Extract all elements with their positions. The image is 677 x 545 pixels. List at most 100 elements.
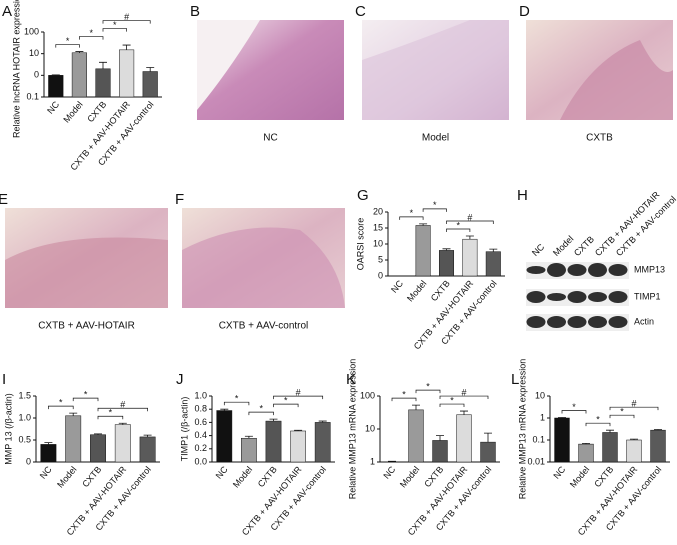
bar: [626, 439, 642, 463]
panel-letter: B: [190, 3, 200, 20]
significance-label: *: [284, 395, 288, 405]
y-tick-label: 1: [370, 456, 375, 466]
x-tick-label: CXTB: [256, 464, 279, 489]
bar: [40, 444, 57, 463]
blot-band: [608, 291, 628, 303]
error-bar: [294, 429, 303, 431]
significance-label: #: [124, 12, 129, 22]
significance-label: *: [572, 402, 576, 412]
lane-label: Model: [551, 234, 575, 258]
lane-label: CXTB: [572, 234, 596, 258]
x-tick-label: NC: [381, 464, 397, 481]
significance-bracket: [446, 228, 471, 232]
significance-label: *: [596, 415, 600, 425]
bar: [578, 443, 594, 463]
lane-label: NC: [530, 241, 547, 258]
blot-band: [588, 292, 607, 302]
bar: [314, 422, 331, 463]
significance-bracket: [79, 36, 104, 40]
bar: [438, 250, 455, 277]
significance-label: #: [467, 212, 472, 222]
significance-bracket: [415, 389, 441, 394]
band-label: TIMP1: [634, 291, 661, 301]
error-bar: [654, 429, 662, 431]
bar: [290, 430, 306, 463]
blot-band: [567, 264, 587, 276]
image-caption: CXTB: [586, 133, 613, 144]
bar: [119, 49, 135, 98]
y-tick-label: 0.5: [18, 434, 31, 444]
error-bar: [220, 408, 229, 411]
blot-band: [608, 316, 628, 328]
x-tick-label: Model: [55, 464, 78, 489]
y-tick-label: 100: [24, 26, 39, 36]
error-bar: [118, 422, 127, 425]
image-detail: [197, 20, 260, 110]
error-bar: [69, 412, 78, 416]
significance-bracket: [439, 403, 465, 408]
significance-label: #: [120, 400, 125, 410]
error-bar: [94, 433, 102, 435]
significance-label: *: [620, 407, 624, 417]
x-tick-label: Model: [61, 99, 84, 124]
y-tick-label: 100: [360, 390, 375, 400]
blot-band: [547, 316, 566, 328]
significance-bracket: [248, 411, 274, 416]
panel-letter: I: [2, 371, 6, 388]
bar: [485, 251, 501, 277]
x-tick-label: Model: [568, 464, 591, 489]
y-tick-label: 0.01: [527, 456, 545, 466]
x-tick-label: NC: [45, 99, 61, 116]
blot-band: [526, 291, 546, 303]
y-tick-label: 10: [29, 48, 39, 58]
blot-band: [547, 263, 566, 277]
bar: [462, 238, 478, 277]
panel-letter: C: [355, 3, 366, 20]
significance-bracket: [97, 415, 124, 420]
significance-bracket: [609, 406, 659, 411]
error-bar: [122, 44, 131, 50]
panel-letter: G: [357, 187, 369, 204]
panel-letter: E: [0, 191, 8, 208]
y-tick-label: 0: [26, 456, 31, 466]
image-detail: [560, 40, 673, 120]
y-axis-label: TIMP1 (/β-actin): [179, 397, 189, 462]
blot-band: [588, 263, 607, 277]
x-tick-label: NC: [214, 464, 230, 481]
image-detail: [362, 20, 509, 120]
significance-label: *: [402, 389, 406, 399]
error-bar: [460, 410, 468, 415]
y-tick-label: 20: [373, 206, 383, 216]
panel-letter: L: [511, 371, 519, 388]
y-tick-label: 1.0: [194, 390, 207, 400]
x-tick-label: CXTB: [429, 278, 452, 303]
significance-bracket: [102, 20, 151, 24]
significance-bracket: [399, 216, 424, 220]
y-axis-label: OARSI score: [355, 218, 365, 271]
significance-bracket: [273, 395, 324, 400]
error-bar: [244, 435, 253, 439]
bar: [71, 52, 87, 98]
significance-label: *: [450, 395, 454, 405]
bar: [415, 225, 431, 277]
error-bar: [465, 235, 474, 240]
bar: [65, 415, 82, 463]
bar: [216, 410, 233, 463]
error-bar: [75, 51, 84, 53]
significance-bracket: [561, 410, 587, 414]
bar: [480, 441, 496, 463]
y-tick-label: 0.0: [194, 456, 207, 466]
x-tick-label: Model: [231, 464, 254, 489]
blot-band: [588, 316, 607, 328]
significance-bracket: [72, 397, 99, 402]
significance-bracket: [439, 395, 489, 400]
error-bar: [412, 404, 420, 410]
blot-band: [567, 316, 587, 328]
significance-label: #: [461, 387, 466, 397]
image-detail: [182, 227, 345, 308]
bar: [90, 434, 106, 463]
significance-label: *: [259, 403, 263, 413]
blot-band: [526, 266, 546, 274]
bar: [139, 436, 156, 463]
